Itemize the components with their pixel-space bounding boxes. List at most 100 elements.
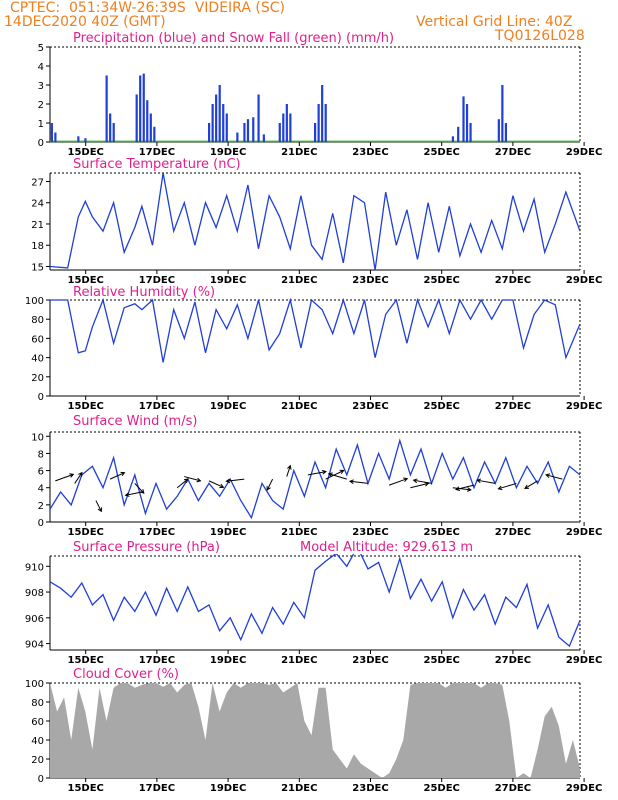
wind-arrow xyxy=(455,484,475,490)
x-tick-label: 27DEC xyxy=(495,147,531,158)
x-tick-label: 17DEC xyxy=(139,401,175,412)
y-tick-label: 2 xyxy=(38,501,44,512)
wind-arrow xyxy=(328,473,347,480)
precip-bar xyxy=(222,104,225,142)
precip-bar xyxy=(139,75,142,142)
x-tick-label: 25DEC xyxy=(424,527,460,538)
wind-arrow xyxy=(325,470,344,480)
series-line xyxy=(50,438,580,520)
x-tick-label: 23DEC xyxy=(352,401,388,412)
y-tick-label: 1 xyxy=(38,119,44,130)
y-tick-label: 2 xyxy=(38,100,44,111)
wind-arrow-head xyxy=(403,477,409,482)
y-tick-label: 15 xyxy=(31,262,44,273)
precip-bar xyxy=(109,113,112,142)
x-tick-label: 21DEC xyxy=(281,527,317,538)
x-tick-label: 17DEC xyxy=(139,275,175,286)
y-tick-label: 20 xyxy=(31,373,44,384)
y-tick-label: 40 xyxy=(31,736,44,747)
wind-arrow-head xyxy=(454,486,460,491)
x-tick-label: 15DEC xyxy=(68,147,104,158)
y-tick-label: 6 xyxy=(38,467,44,478)
wind-arrow-head xyxy=(466,487,472,492)
x-tick-label: 19DEC xyxy=(210,147,246,158)
x-tick-label: 15DEC xyxy=(68,401,104,412)
wind-arrow xyxy=(413,479,432,484)
x-tick-label: 17DEC xyxy=(139,783,175,794)
wind-arrow-head xyxy=(348,479,354,484)
panel-1: Surface Temperature (nC) 15 18 21 24 27 15DEC 1… xyxy=(31,157,602,286)
x-tick-label: 23DEC xyxy=(352,147,388,158)
y-tick-label: 80 xyxy=(31,315,44,326)
precip-bar xyxy=(462,96,465,142)
wind-arrow-head xyxy=(196,477,202,483)
wind-arrow xyxy=(55,473,74,482)
x-tick-label: 19DEC xyxy=(210,527,246,538)
precip-bar xyxy=(215,94,218,142)
x-tick-label: 25DEC xyxy=(424,147,460,158)
series-line xyxy=(50,554,580,648)
wind-arrow-head xyxy=(120,471,126,477)
precip-bar xyxy=(142,73,145,142)
precip-bar xyxy=(236,132,239,142)
x-tick-label: 19DEC xyxy=(210,401,246,412)
wind-arrow-head xyxy=(545,473,551,478)
precip-bar xyxy=(146,100,149,142)
precip-bar xyxy=(314,123,317,142)
wind-arrow-head xyxy=(476,478,482,484)
precip-bar xyxy=(77,136,80,142)
x-tick-label: 23DEC xyxy=(352,783,388,794)
precip-bar xyxy=(50,123,53,142)
y-tick-label: 0 xyxy=(38,774,44,785)
panel-title: Surface Wind (m/s) xyxy=(73,414,197,429)
precip-bar xyxy=(457,126,460,142)
wind-arrow xyxy=(109,472,125,480)
precip-bar xyxy=(112,123,115,142)
y-tick-label: 4 xyxy=(38,62,44,73)
grid-note: Vertical Grid Line: 40Z xyxy=(416,14,573,30)
wind-arrow-head xyxy=(124,492,130,497)
x-tick-label: 25DEC xyxy=(424,655,460,666)
panel-annotation: Model Altitude: 929.613 m xyxy=(300,540,473,555)
wind-arrow xyxy=(452,487,471,491)
panel-title: Relative Humidity (%) xyxy=(73,285,215,300)
wind-arrow xyxy=(389,478,408,486)
y-tick-label: 0 xyxy=(38,392,44,403)
x-tick-label: 27DEC xyxy=(495,527,531,538)
x-tick-label: 23DEC xyxy=(352,655,388,666)
y-tick-label: 27 xyxy=(31,177,44,188)
x-tick-label: 19DEC xyxy=(210,275,246,286)
wind-arrow xyxy=(498,482,517,490)
x-tick-label: 21DEC xyxy=(281,783,317,794)
x-tick-label: 19DEC xyxy=(210,783,246,794)
series-line xyxy=(50,172,580,270)
x-tick-label: 15DEC xyxy=(68,655,104,666)
precip-bar xyxy=(135,94,138,142)
x-tick-label: 27DEC xyxy=(495,275,531,286)
wind-arrow-head xyxy=(97,507,102,513)
wind-arrow xyxy=(125,491,142,496)
panel-title: Precipitation (blue) and Snow Fall (gree… xyxy=(73,31,394,46)
y-tick-label: 0 xyxy=(38,518,44,529)
y-tick-label: 4 xyxy=(38,484,44,495)
panel-title: Cloud Cover (%) xyxy=(73,667,179,682)
precip-bar xyxy=(282,113,285,142)
precip-bar xyxy=(252,117,255,142)
wind-arrow xyxy=(266,478,274,491)
wind-arrow-head xyxy=(69,473,75,478)
x-tick-label: 21DEC xyxy=(281,401,317,412)
wind-arrow-head xyxy=(78,471,83,477)
precip-bar xyxy=(289,113,292,142)
wind-arrow xyxy=(410,482,429,489)
wind-arrow xyxy=(74,472,83,484)
precip-bar xyxy=(262,134,265,142)
wind-arrow-head xyxy=(287,464,292,470)
y-tick-label: 100 xyxy=(25,679,44,690)
y-tick-label: 10 xyxy=(31,432,44,443)
x-tick-label: 17DEC xyxy=(139,655,175,666)
wind-arrow xyxy=(349,480,369,484)
y-tick-label: 24 xyxy=(31,199,44,210)
x-tick-label: 27DEC xyxy=(495,401,531,412)
x-tick-label: 23DEC xyxy=(352,527,388,538)
x-tick-label: 29DEC xyxy=(566,655,602,666)
